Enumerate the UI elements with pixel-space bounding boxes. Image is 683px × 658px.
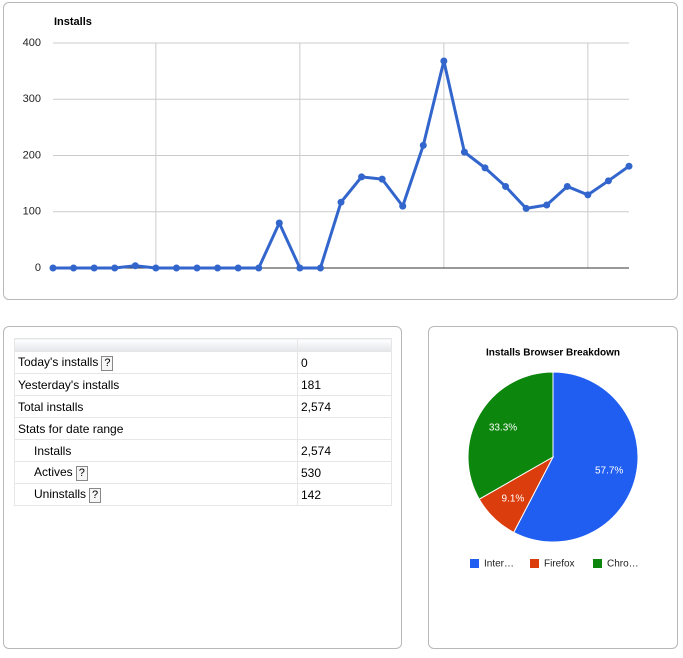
row: Actives? 530 [14, 461, 392, 484]
label: Installs [14, 439, 298, 462]
value: 142 [297, 483, 392, 506]
legend-swatch [593, 559, 602, 568]
point [543, 201, 551, 209]
pie-panel: Installs Browser Breakdown 57.7% 9.1% 33.3… [428, 326, 678, 649]
legend-label: Chro… [607, 559, 639, 570]
pie-slice [467, 371, 554, 500]
point [214, 264, 222, 272]
pie-chart: Installs Browser Breakdown 57.7% 9.1% 33.3… [467, 348, 639, 570]
slice-label: 33.3% [489, 423, 517, 434]
point [316, 264, 324, 272]
slice-label: 57.7% [595, 465, 623, 476]
value: 2,574 [297, 439, 392, 462]
point [255, 264, 263, 272]
point [152, 264, 160, 272]
row: Uninstalls? 142 [14, 483, 392, 506]
label: Total installs [14, 395, 298, 418]
y-tick-label: 0 [35, 262, 41, 274]
y-tick-label: 200 [23, 149, 41, 161]
point [419, 141, 427, 149]
row: Total installs 2,574 [14, 395, 392, 418]
label: Stats for date range [14, 417, 298, 440]
point [172, 264, 180, 272]
legend-label: Firefox [544, 559, 575, 570]
slice-label: 9.1% [502, 493, 525, 504]
row: Installs 2,574 [14, 439, 392, 462]
label: Actives [34, 464, 73, 479]
row: Today's installs? 0 [14, 351, 392, 374]
legend-label: Inter… [484, 559, 514, 570]
label: Yesterday's installs [14, 373, 298, 396]
stats-table: Today's installs? 0 Yesterday's installs 1… [14, 338, 392, 506]
label: Today's installs [18, 354, 99, 369]
point [275, 219, 283, 227]
help-icon[interactable]: ? [89, 487, 102, 503]
point [90, 264, 98, 272]
line [53, 59, 630, 270]
point [358, 173, 366, 181]
point [584, 191, 592, 199]
pie-slice [513, 371, 639, 543]
y-tick-label: 300 [23, 93, 41, 105]
point [131, 262, 139, 270]
value: 0 [297, 351, 392, 374]
point [563, 182, 571, 190]
label: Uninstalls [34, 486, 87, 501]
point [440, 57, 448, 65]
point [502, 182, 510, 190]
row: Stats for date range [14, 417, 392, 440]
chart-title: Installs [54, 16, 92, 28]
value: 181 [297, 373, 392, 396]
stats-panel: Today's installs? 0 Yesterday's installs 1… [3, 326, 402, 649]
chart-title: Installs Browser Breakdown [486, 348, 620, 359]
row: Yesterday's installs 181 [14, 373, 392, 396]
value: 530 [297, 461, 392, 484]
point [234, 264, 242, 272]
point [604, 177, 612, 185]
point [337, 198, 345, 206]
point [111, 264, 119, 272]
point [481, 164, 489, 172]
legend-swatch [530, 559, 539, 568]
point [296, 264, 304, 272]
point [460, 148, 468, 156]
help-icon[interactable]: ? [101, 355, 114, 371]
point [625, 162, 633, 170]
line-panel: Installs 0 100 200 300 400 [3, 2, 678, 300]
y-tick-label: 100 [23, 206, 41, 218]
y-tick-label: 400 [23, 37, 41, 49]
point [378, 175, 386, 183]
value: 2,574 [297, 395, 392, 418]
line-chart: Installs 0 100 200 300 400 [23, 16, 633, 274]
help-icon[interactable]: ? [75, 465, 88, 481]
table-header [14, 338, 392, 352]
point [193, 264, 201, 272]
point [522, 204, 530, 212]
point [70, 264, 78, 272]
legend-swatch [470, 559, 479, 568]
point [49, 264, 57, 272]
point [399, 202, 407, 210]
